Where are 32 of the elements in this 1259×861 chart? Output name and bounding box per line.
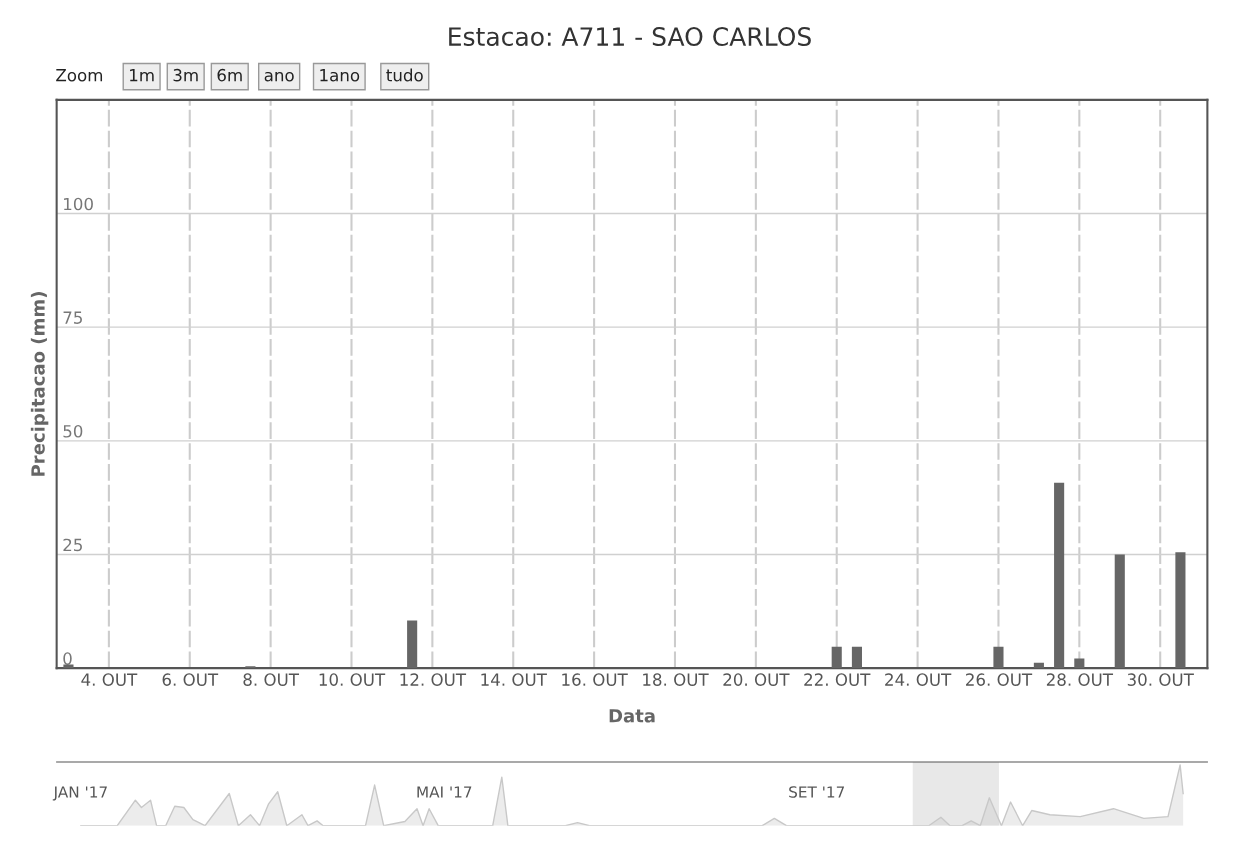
- text: ano: [264, 71, 294, 82]
- x-axis-title: Data: [609, 709, 655, 723]
- text: 6m: [217, 68, 242, 82]
- x-tick-label: 16. OUT: [562, 673, 628, 686]
- y-tick-label: 0: [63, 652, 72, 665]
- x-tick-label: 18. OUT: [643, 673, 709, 686]
- y-tick-label: 100: [64, 197, 93, 211]
- x-tick-label: 20. OUT: [723, 673, 790, 686]
- text: tudo: [386, 68, 423, 82]
- x-tick-label: 4. OUT: [81, 673, 138, 686]
- x-tick-label: SET '17: [789, 786, 845, 798]
- x-tick-label: 24. OUT: [885, 673, 952, 686]
- y-tick-label: 50: [63, 425, 83, 438]
- x-tick-label: 10. OUT: [319, 673, 386, 686]
- x-tick-label: MAI '17: [417, 786, 472, 798]
- chart-title: Estacao: A711 - SAO CARLOS: [449, 27, 811, 46]
- text: 1m: [130, 69, 154, 82]
- x-tick-label: 26. OUT: [966, 673, 1033, 686]
- text: 3m: [173, 68, 198, 82]
- x-tick-label: 28. OUT: [1046, 673, 1114, 686]
- x-tick-label: 14. OUT: [481, 673, 547, 686]
- x-tick-label: 30. OUT: [1127, 673, 1194, 686]
- x-tick-label: 22. OUT: [804, 673, 871, 686]
- x-tick-label: 8. OUT: [243, 673, 300, 686]
- text: 1ano: [320, 69, 360, 82]
- x-tick-label: 6. OUT: [162, 673, 219, 686]
- x-tick-label: 12. OUT: [400, 673, 467, 686]
- y-tick-label: 25: [63, 538, 82, 552]
- x-tick-label: JAN '17: [52, 786, 107, 801]
- text: Zoom: [56, 69, 103, 82]
- y-tick-label: 75: [63, 311, 82, 324]
- y-axis-title: Precipitacao (mm): [30, 292, 49, 476]
